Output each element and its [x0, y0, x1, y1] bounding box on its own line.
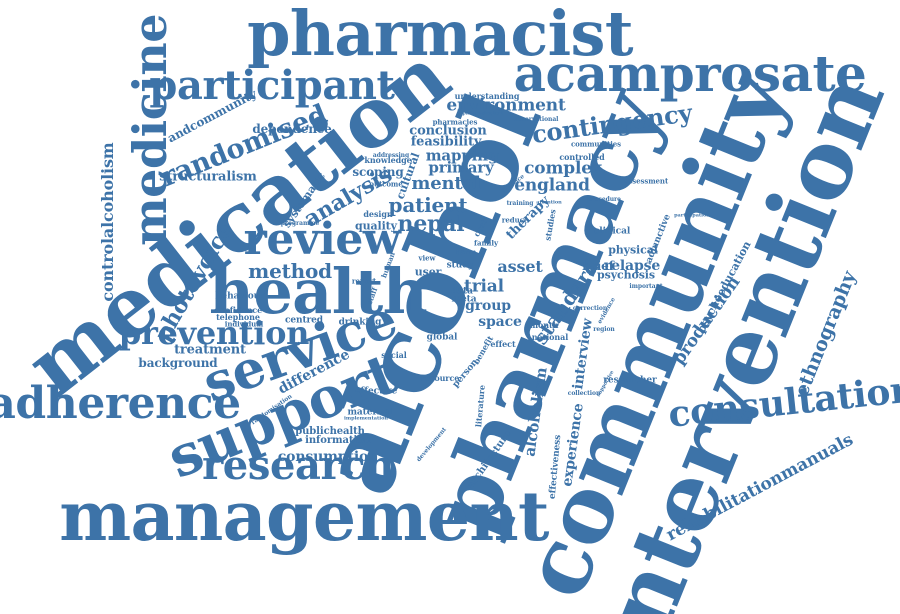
word: adherence	[0, 378, 241, 429]
word: social	[381, 350, 407, 360]
word: information	[305, 435, 371, 446]
word: observational	[513, 116, 559, 123]
word: family	[474, 238, 498, 248]
word: clinical	[593, 226, 631, 237]
word: mental	[411, 173, 481, 194]
word: nepal	[397, 211, 465, 237]
word: england	[514, 175, 590, 196]
word: centred	[284, 315, 324, 326]
word: environment	[446, 95, 566, 116]
word: conclusion	[409, 123, 487, 139]
word: effective	[354, 386, 398, 397]
word: programme	[280, 220, 320, 227]
word: research	[202, 442, 394, 489]
word: confidence	[213, 305, 263, 315]
word: outcome	[369, 179, 403, 189]
word: consumption	[277, 449, 379, 465]
word: psychosis	[597, 268, 655, 282]
word: feasibility	[410, 134, 482, 150]
word: review	[243, 214, 401, 265]
word: reduce	[501, 215, 529, 225]
word: epistemological	[459, 110, 503, 117]
word: background	[138, 356, 218, 370]
word: correction	[572, 305, 608, 312]
word: resource	[420, 373, 460, 383]
word: report	[351, 276, 377, 286]
word: global	[426, 332, 458, 343]
word: assessment	[623, 176, 669, 186]
word: space	[478, 314, 522, 330]
word: harm	[455, 247, 477, 257]
word: knowledge	[364, 155, 412, 165]
word: procedure	[587, 196, 621, 203]
word: understanding	[454, 91, 520, 101]
word: important	[629, 283, 663, 290]
word: region	[593, 326, 615, 333]
word: patient	[388, 193, 468, 217]
word: asset	[497, 257, 543, 276]
word: effect	[490, 339, 516, 349]
word: maternal	[347, 407, 393, 418]
word: acamprosate	[513, 44, 867, 103]
word: mapping	[425, 146, 499, 165]
word: trial	[464, 276, 504, 297]
word: month	[529, 320, 559, 330]
word: individual	[224, 319, 264, 329]
word: collection	[567, 390, 601, 397]
word: participant	[149, 62, 395, 109]
word: behaviour	[215, 291, 265, 302]
word: management	[59, 477, 549, 557]
word: study	[446, 260, 474, 271]
word: telephone	[216, 312, 260, 322]
word: view	[418, 253, 436, 263]
word: drinking	[338, 317, 382, 328]
word: structuralism	[159, 169, 257, 185]
word: method	[248, 259, 332, 283]
word: user	[414, 265, 442, 279]
word: brief	[582, 259, 614, 273]
word: researcher	[603, 375, 657, 386]
word: treatment	[174, 342, 246, 358]
word: publichealth	[295, 426, 365, 437]
word: primary	[428, 158, 494, 177]
word: scoping	[352, 165, 404, 179]
word: data	[451, 286, 473, 297]
word: pharmacist	[247, 0, 633, 70]
word: quality	[355, 219, 397, 233]
word: addressing	[372, 152, 410, 159]
word: dependence	[252, 122, 332, 136]
word: controlled	[559, 152, 605, 162]
word: controlalcoholism	[98, 142, 117, 302]
word: communities	[570, 139, 622, 149]
word: meta	[451, 294, 477, 305]
word: participation	[674, 212, 710, 219]
word: implementation	[344, 415, 388, 422]
word: health	[208, 255, 428, 328]
word: relapse	[603, 258, 661, 274]
word: medicine	[123, 13, 177, 247]
word: physical	[608, 243, 658, 257]
word: complex	[524, 158, 602, 179]
word: training	[506, 200, 534, 207]
word: design	[363, 209, 393, 219]
word: pharmacies	[432, 117, 478, 127]
word: attention	[536, 199, 562, 206]
word: group	[465, 298, 511, 314]
word: national	[531, 332, 569, 342]
word: prevention	[118, 314, 310, 352]
